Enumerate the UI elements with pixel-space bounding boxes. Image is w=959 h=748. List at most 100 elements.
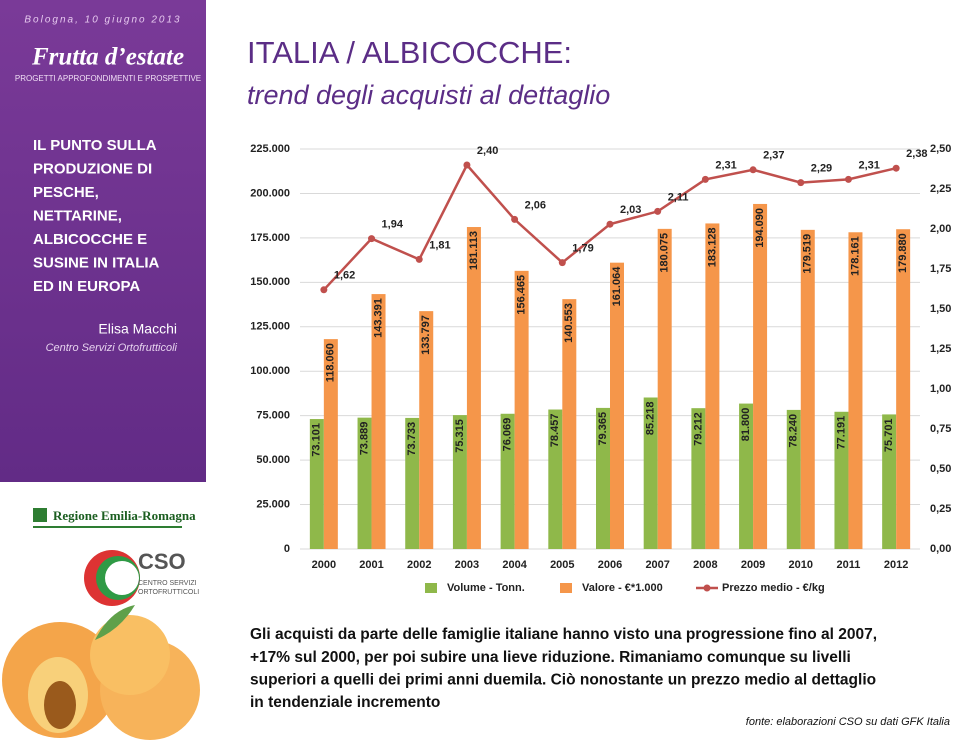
bar-value-label: 79.212: [692, 412, 704, 446]
x-tick-label: 2004: [502, 559, 527, 571]
bar: [705, 223, 720, 549]
cso-logo: CSO: [138, 549, 186, 574]
bar-value-label: 78.240: [788, 414, 800, 448]
price-point: [415, 255, 423, 263]
apricot-pit: [44, 681, 76, 729]
bar-value-label: 178.161: [849, 236, 861, 276]
price-label: 2,40: [477, 145, 498, 157]
bar-value-label: 183.128: [706, 227, 718, 267]
y-tick-label: 175.000: [250, 232, 290, 244]
x-tick-label: 2007: [645, 559, 669, 571]
legend-label: Valore - €*1.000: [582, 582, 663, 594]
legend-label: Prezzo medio - €/kg: [722, 582, 825, 594]
brand-sub: PROGETTI APPROFONDIMENTI E PROSPETTIVE: [15, 74, 201, 83]
topic-line: NETTARINE,: [33, 207, 122, 224]
bar-value-label: 85.218: [645, 402, 657, 436]
y2-tick-label: 2,25: [930, 183, 951, 195]
bar: [514, 270, 529, 549]
bar: [691, 408, 706, 549]
price-point: [558, 259, 566, 267]
paragraph-line: superiori a quelli dei primi anni duemil…: [250, 671, 876, 688]
bar-value-label: 73.889: [358, 422, 370, 456]
price-label: 2,03: [620, 204, 641, 216]
topic-line: IL PUNTO SULLA: [33, 137, 157, 154]
y2-tick-label: 0,25: [930, 503, 951, 515]
y-tick-label: 50.000: [256, 454, 290, 466]
bar-value-label: 181.113: [468, 231, 480, 270]
bar-value-label: 180.075: [659, 233, 671, 273]
y-tick-label: 100.000: [250, 365, 290, 377]
bar: [323, 339, 338, 549]
price-point: [844, 175, 852, 183]
x-tick-label: 2000: [312, 559, 336, 571]
bar: [452, 415, 467, 549]
cso-logo-core: [105, 561, 139, 595]
bar-value-label: 78.457: [549, 414, 561, 448]
y-tick-label: 75.000: [256, 410, 290, 422]
x-tick-label: 2008: [693, 559, 717, 571]
cso-logo-sub: CENTRO SERVIZI: [138, 580, 197, 587]
bar-value-label: 76.069: [502, 418, 514, 452]
y-tick-label: 25.000: [256, 498, 290, 510]
price-label: 2,06: [525, 199, 546, 211]
legend-label: Volume - Tonn.: [447, 582, 525, 594]
y2-tick-label: 0,75: [930, 423, 951, 435]
chart: 0 25.000 50.000 75.000 100.000 125.000 150.000…: [250, 143, 951, 594]
bar-value-label: 73.733: [406, 422, 418, 456]
author: Elisa Macchi: [98, 321, 177, 337]
y2-tick-label: 1,25: [930, 343, 951, 355]
y2-tick-label: 1,75: [930, 263, 951, 275]
bar-value-label: 179.880: [897, 233, 909, 273]
price-point: [320, 286, 328, 294]
bar-value-label: 75.701: [883, 418, 895, 452]
author-org: Centro Servizi Ortofrutticoli: [46, 342, 178, 354]
y-tick-label: 225.000: [250, 143, 290, 155]
bar-value-label: 179.519: [802, 234, 814, 274]
legend-swatch: [425, 583, 437, 593]
price-label: 2,11: [668, 191, 689, 203]
bar-value-label: 81.800: [740, 408, 752, 442]
price-point: [892, 164, 900, 172]
bar: [753, 203, 768, 549]
price-label: 2,29: [811, 163, 832, 175]
topic-line: PRODUZIONE DI: [33, 160, 152, 177]
bar-value-label: 156.465: [516, 275, 528, 315]
price-label: 2,31: [858, 159, 879, 171]
bar: [882, 414, 897, 549]
price-label: 2,38: [906, 148, 927, 160]
price-label: 2,31: [715, 159, 736, 171]
sidebar: [0, 0, 206, 482]
price-point: [463, 161, 471, 169]
bar: [834, 411, 849, 549]
x-tick-label: 2002: [407, 559, 431, 571]
bar: [357, 417, 372, 549]
date: Bologna, 10 giugno 2013: [24, 15, 181, 26]
price-point: [701, 175, 709, 183]
x-tick-label: 2009: [741, 559, 765, 571]
price-point: [368, 235, 376, 243]
source: fonte: elaborazioni CSO su dati GFK Ital…: [746, 716, 950, 728]
bar-value-label: 75.315: [454, 419, 466, 453]
subtitle: trend degli acquisti al dettaglio: [247, 80, 610, 110]
y-tick-label: 0: [284, 543, 290, 555]
bar: [657, 228, 672, 549]
bar: [309, 419, 324, 549]
bar: [371, 294, 386, 549]
y2-tick-label: 2,00: [930, 223, 951, 235]
legend-swatch: [703, 584, 711, 592]
y2-tick-label: 1,50: [930, 303, 951, 315]
x-tick-label: 2011: [837, 559, 861, 571]
bar: [405, 417, 420, 549]
bar-value-label: 79.365: [597, 412, 609, 446]
price-point: [606, 220, 614, 228]
price-label: 1,79: [572, 243, 593, 255]
bar: [848, 232, 863, 549]
bar-value-label: 118.060: [325, 343, 337, 382]
bar: [562, 299, 577, 549]
x-tick-label: 2012: [884, 559, 908, 571]
y-tick-label: 150.000: [250, 276, 290, 288]
price-label: 2,37: [763, 150, 784, 162]
region-logo-icon: [33, 508, 47, 522]
y2-tick-label: 2,50: [930, 143, 951, 155]
y-tick-label: 200.000: [250, 187, 290, 199]
